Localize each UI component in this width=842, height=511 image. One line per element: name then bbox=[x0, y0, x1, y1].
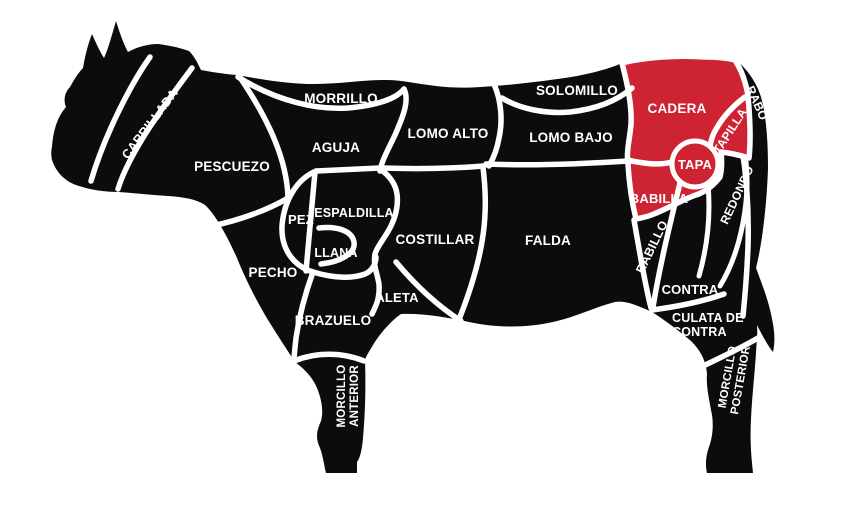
divider-carrillada-outer bbox=[115, 65, 195, 192]
label-lomo-alto: LOMO ALTO bbox=[407, 126, 488, 141]
label-pecho: PECHO bbox=[248, 265, 297, 280]
divider-aleta-costillar bbox=[393, 259, 464, 324]
divider-carrillada-inner bbox=[88, 54, 153, 184]
label-llana: LLANA bbox=[314, 246, 357, 260]
label-morcillo-anterior-line1: MORCILLO bbox=[336, 365, 348, 428]
divider-morrillo-aguja bbox=[235, 74, 407, 112]
divider-cadera-tapilla bbox=[707, 94, 748, 149]
label-babilla: BABILLA bbox=[630, 191, 689, 206]
divider-redondo-right bbox=[717, 159, 750, 289]
divider-pescuezo-pecho bbox=[209, 195, 291, 229]
divider-aguja-lomoalto bbox=[377, 86, 409, 174]
divider-costillar-falda bbox=[455, 164, 489, 325]
divider-falda-rabillo bbox=[631, 217, 654, 311]
divider-espaldilla-costillar bbox=[369, 166, 401, 317]
label-culata-de-contra-line1: CULATA DE bbox=[672, 311, 744, 325]
label-solomillo: SOLOMILLO bbox=[536, 83, 618, 98]
divider-solomillo-lomobajo bbox=[499, 85, 635, 116]
divider-llana bbox=[316, 224, 357, 267]
divider-lomoalto-solomillo bbox=[486, 81, 504, 169]
label-lomo-bajo: LOMO BAJO bbox=[529, 130, 613, 145]
divider-pecho-brazuelo bbox=[291, 269, 316, 364]
label-morrillo: MORRILLO bbox=[304, 91, 378, 106]
label-tapa: TAPA bbox=[678, 157, 713, 172]
label-brazuelo: BRAZUELO bbox=[295, 313, 372, 328]
divider-brazuelo-morcillo bbox=[291, 351, 367, 364]
region-highlighted-hindquarter bbox=[619, 53, 753, 222]
label-culata-de-contra-line2: CONTRA bbox=[672, 325, 727, 339]
label-falda: FALDA bbox=[525, 233, 571, 248]
region-tapa bbox=[669, 138, 721, 190]
label-aguja: AGUJA bbox=[312, 140, 360, 155]
label-cadera: CADERA bbox=[648, 101, 707, 116]
label-espaldilla: ESPALDILLA bbox=[314, 206, 394, 220]
divider-lomobajo-falda bbox=[483, 158, 631, 168]
label-contra: CONTRA bbox=[662, 282, 719, 297]
label-aleta: ALETA bbox=[375, 290, 419, 305]
divider-pescuezo-aguja bbox=[236, 73, 291, 201]
label-pez: PEZ bbox=[288, 212, 314, 227]
label-morcillo-anterior-line2: ANTERIOR bbox=[349, 365, 361, 427]
label-costillar: COSTILLAR bbox=[395, 232, 474, 247]
label-pescuezo: PESCUEZO bbox=[194, 159, 270, 174]
divider-pez-espaldilla bbox=[303, 169, 318, 274]
divider-contra-culata bbox=[649, 291, 727, 313]
divider-rabillo-contra bbox=[650, 180, 683, 310]
divider-culata-morcillo bbox=[698, 335, 761, 370]
cow-silhouette bbox=[51, 21, 775, 473]
divider-redondo-left bbox=[696, 181, 712, 279]
